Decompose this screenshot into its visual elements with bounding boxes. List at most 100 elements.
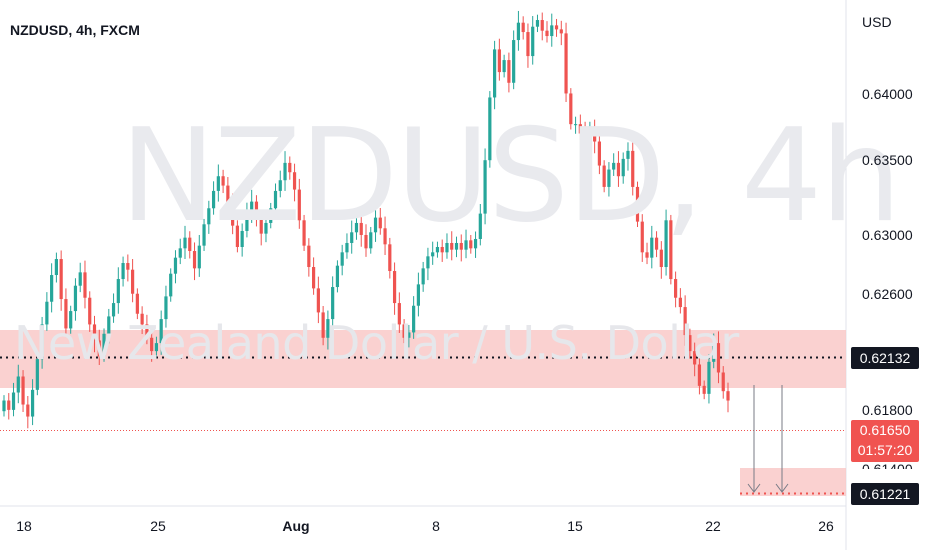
- candle-body: [507, 60, 511, 83]
- candle-body: [678, 297, 682, 308]
- candle-body: [21, 376, 25, 405]
- candle-body: [493, 49, 497, 98]
- candle-body: [297, 189, 301, 221]
- candle-body: [407, 332, 411, 338]
- candle-body: [7, 400, 11, 410]
- x-tick-label: 22: [705, 518, 721, 534]
- candle-body: [278, 180, 282, 191]
- candle-body: [612, 162, 616, 170]
- candle-body: [135, 293, 139, 314]
- candle-body: [697, 364, 702, 386]
- candle-body: [454, 242, 459, 250]
- candle-body: [88, 297, 92, 325]
- candle-body: [221, 176, 225, 186]
- candle-body: [178, 248, 182, 258]
- currency-label: USD: [862, 14, 892, 30]
- candle-body: [412, 305, 416, 333]
- candle-body: [183, 237, 187, 249]
- candle-body: [169, 273, 173, 297]
- candle-body: [464, 240, 468, 250]
- target-price-tag: 0.61221: [851, 483, 919, 505]
- candle-body: [92, 324, 97, 341]
- x-tick-label: 8: [432, 518, 440, 534]
- candle-body: [126, 263, 130, 270]
- symbol-title[interactable]: NZDUSD, 4h, FXCM: [10, 22, 140, 38]
- candle-body: [545, 30, 549, 37]
- level-price-tag: 0.62132: [851, 347, 919, 369]
- candle-body: [54, 259, 58, 276]
- resistance-zone: [0, 330, 846, 388]
- candle-body: [473, 238, 478, 249]
- candle-body: [354, 222, 359, 233]
- candle-body: [621, 158, 625, 177]
- candle-body: [150, 337, 154, 352]
- candle-body: [688, 335, 692, 352]
- candle-body: [116, 279, 120, 304]
- y-tick-label: 0.62600: [862, 286, 913, 302]
- candle-body: [707, 361, 711, 394]
- y-tick-label: 0.63500: [862, 152, 913, 168]
- candle-body: [11, 392, 16, 410]
- candle-body: [488, 97, 492, 161]
- candle-body: [73, 285, 78, 312]
- candle-body: [364, 234, 368, 249]
- candle-body: [102, 333, 106, 357]
- candle-body: [16, 376, 20, 393]
- candle-body: [564, 33, 568, 94]
- y-tick-label: 0.61800: [862, 402, 913, 418]
- y-tick-label: 0.61400: [862, 461, 913, 469]
- candle-body: [631, 150, 635, 187]
- candle-body: [640, 221, 644, 253]
- candle-body: [2, 400, 6, 412]
- candle-body: [340, 252, 344, 266]
- candle-body: [607, 169, 611, 187]
- candle-body: [83, 272, 87, 298]
- candle-body: [211, 190, 216, 209]
- candle-body: [426, 256, 430, 269]
- candle-body: [250, 201, 254, 213]
- candle-body: [292, 172, 297, 190]
- candle-body: [245, 212, 249, 231]
- arrowhead-1: [747, 483, 761, 493]
- candle-body: [321, 312, 325, 338]
- candle-body: [235, 225, 239, 247]
- candle-body: [726, 391, 730, 401]
- candle-body: [702, 385, 706, 394]
- candle-body: [483, 160, 487, 214]
- candle-body: [716, 343, 721, 373]
- candle-body: [197, 245, 201, 269]
- candle-body: [626, 150, 630, 159]
- candle-body: [540, 20, 544, 31]
- candle-body: [283, 162, 287, 181]
- arrowhead-2: [775, 483, 789, 493]
- candle-body: [512, 40, 516, 83]
- candle-body: [721, 372, 725, 392]
- candle-body: [350, 232, 354, 243]
- candle-body: [326, 319, 330, 338]
- x-tick-label: 18: [16, 518, 32, 534]
- candle-body: [316, 288, 320, 313]
- candle-body: [254, 201, 259, 219]
- candle-body: [635, 186, 640, 222]
- candles-group: [2, 10, 730, 429]
- candle-body: [674, 279, 678, 298]
- candle-body: [659, 249, 663, 268]
- candle-body: [121, 263, 125, 280]
- candle-body: [397, 303, 401, 325]
- candle-body: [650, 237, 654, 258]
- candle-body: [402, 324, 406, 338]
- candle-body: [683, 307, 687, 336]
- candle-body: [50, 275, 54, 302]
- x-tick-label: 26: [818, 518, 834, 534]
- candle-body: [288, 162, 292, 173]
- candle-body: [312, 267, 316, 289]
- x-tick-label: Aug: [282, 518, 310, 534]
- candle-body: [502, 60, 506, 73]
- candle-body: [521, 22, 525, 33]
- candle-body: [69, 311, 73, 329]
- x-tick-label: 25: [150, 518, 166, 534]
- candle-body: [616, 162, 621, 177]
- candle-body: [188, 237, 192, 251]
- x-tick-label: 15: [567, 518, 583, 534]
